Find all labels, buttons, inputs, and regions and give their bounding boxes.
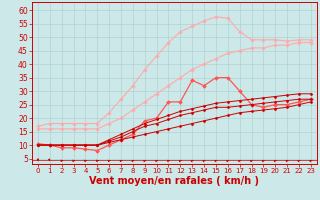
X-axis label: Vent moyen/en rafales ( km/h ): Vent moyen/en rafales ( km/h ): [89, 176, 260, 186]
